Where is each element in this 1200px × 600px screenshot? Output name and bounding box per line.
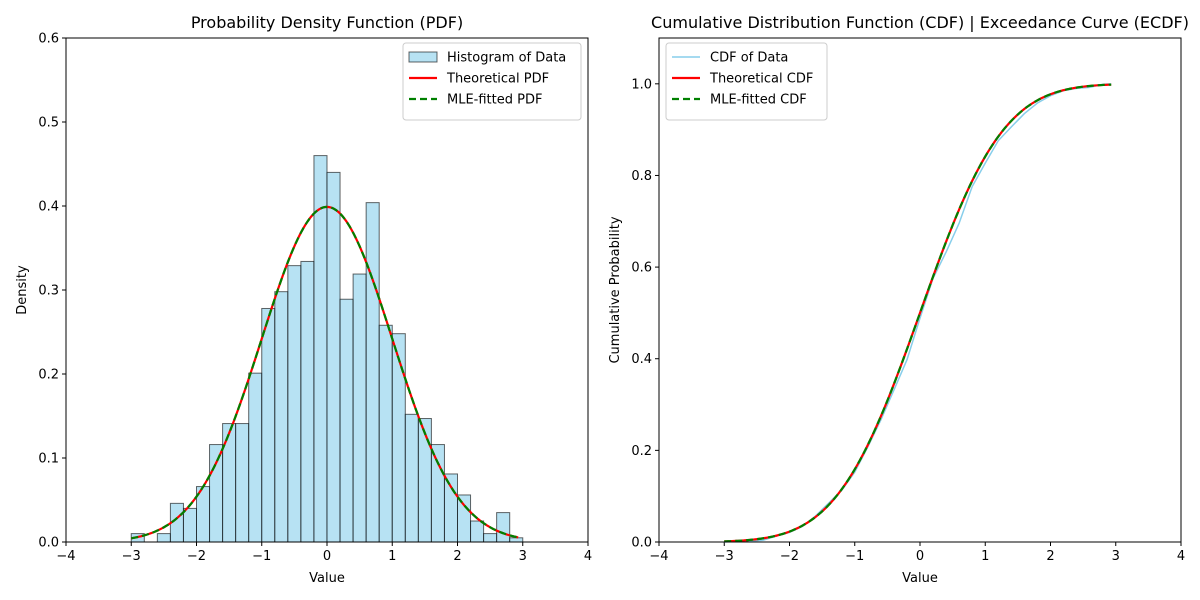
cdf-legend-label: Theoretical CDF bbox=[709, 72, 813, 87]
cdf-ylabel: Cumulative Probability bbox=[608, 216, 623, 363]
cdf-xtick-label: −2 bbox=[780, 549, 799, 564]
histogram-bar bbox=[339, 298, 354, 543]
pdf-xtick-label: −2 bbox=[187, 549, 206, 564]
histogram-bar bbox=[378, 324, 393, 543]
cdf-xtick-label: 3 bbox=[1112, 549, 1120, 564]
cdf-xtick-label: 4 bbox=[1177, 549, 1185, 564]
cdf-legend-label: MLE-fitted CDF bbox=[710, 93, 807, 108]
cdf-ytick-label: 0.0 bbox=[631, 536, 652, 551]
pdf-panel: Probability Density Function (PDF) −4 −3−… bbox=[15, 13, 592, 586]
pdf-ylabel: Density bbox=[15, 265, 30, 315]
cdf-legend-label: CDF of Data bbox=[710, 51, 788, 66]
pdf-legend-swatch bbox=[408, 51, 438, 63]
mle-pdf-line bbox=[131, 205, 519, 540]
pdf-xtick-label: 1 bbox=[388, 549, 396, 564]
histogram-bar bbox=[313, 155, 328, 543]
pdf-ytick-label: 0.4 bbox=[38, 200, 59, 215]
histogram-bar bbox=[274, 291, 289, 543]
pdf-xtick-label: 3 bbox=[519, 549, 527, 564]
histogram-bar bbox=[470, 520, 485, 543]
histogram-bar bbox=[326, 171, 341, 543]
histogram-bar bbox=[365, 202, 380, 543]
cdf-xtick-label: 1 bbox=[981, 549, 989, 564]
histogram-bar bbox=[430, 444, 445, 543]
pdf-xtick-label: −3 bbox=[122, 549, 141, 564]
pdf-legend-frame bbox=[402, 42, 582, 121]
histogram-bar bbox=[457, 494, 472, 543]
histogram-bar bbox=[352, 273, 367, 543]
cdf-ytick-label: 0.4 bbox=[631, 352, 652, 367]
histogram-bar bbox=[443, 473, 459, 543]
pdf-ytick-label: 0.2 bbox=[38, 368, 59, 383]
pdf-title: Probability Density Function (PDF) bbox=[191, 13, 463, 32]
pdf-ytick-label: 0.1 bbox=[38, 452, 59, 467]
pdf-ytick-label: 0.0 bbox=[38, 536, 59, 551]
pdf-axes-frame bbox=[65, 37, 589, 543]
cdf-xtick-label: −4 bbox=[649, 549, 668, 564]
histogram-bar bbox=[509, 537, 524, 543]
histogram-bar bbox=[496, 512, 511, 543]
pdf-xtick-label: 2 bbox=[453, 549, 461, 564]
histogram-bar bbox=[404, 413, 419, 543]
theoretical-cdf-line bbox=[724, 83, 1112, 543]
pdf-legend-label: MLE-fitted PDF bbox=[447, 93, 542, 108]
histogram-bar bbox=[222, 423, 237, 543]
histogram-bar bbox=[182, 507, 197, 543]
pdf-xlabel: Value bbox=[309, 571, 345, 586]
cdf-xtick-label: −3 bbox=[715, 549, 734, 564]
cdf-xlabel: Value bbox=[902, 571, 938, 586]
pdf-legend-label: Theoretical PDF bbox=[446, 72, 549, 87]
cdf-legend-frame bbox=[665, 42, 828, 121]
histogram-bar bbox=[391, 333, 406, 543]
pdf-xtick-label: −1 bbox=[252, 549, 271, 564]
pdf-ytick-label: 0.6 bbox=[38, 32, 59, 47]
cdf-ytick-label: 1.0 bbox=[631, 77, 652, 92]
histogram-bar bbox=[417, 418, 432, 543]
cdf-plot-area: −4 −3 −2 −1 0 1 2 3 4 0.0 0.2 0.4 0.6 0.8 1.0 CDF of Da… bbox=[631, 37, 1185, 564]
cdf-xtick-label: 0 bbox=[916, 549, 924, 564]
cdf-xtick-label: −1 bbox=[845, 549, 864, 564]
pdf-xtick-label: 0 bbox=[323, 549, 331, 564]
histogram-bar bbox=[235, 423, 250, 543]
histogram-bar bbox=[483, 533, 498, 543]
cdf-panel: Cumulative Distribution Function (CDF) |… bbox=[608, 13, 1189, 586]
histogram-bar bbox=[287, 265, 302, 543]
pdf-ytick-label: 0.5 bbox=[38, 116, 59, 131]
pdf-legend-label: Histogram of Data bbox=[447, 51, 566, 66]
cdf-xtick-label: 2 bbox=[1046, 549, 1054, 564]
empirical-cdf-line bbox=[724, 83, 1112, 543]
cdf-ytick-label: 0.6 bbox=[631, 261, 652, 276]
pdf-xtick-label: 4 bbox=[584, 549, 592, 564]
pdf-ytick-label: 0.3 bbox=[38, 284, 59, 299]
histogram-bar bbox=[300, 260, 315, 543]
pdf-xtick-label: −4 bbox=[56, 549, 75, 564]
histogram-bar bbox=[261, 307, 276, 543]
cdf-axes-frame bbox=[658, 37, 1182, 543]
cdf-title: Cumulative Distribution Function (CDF) |… bbox=[651, 13, 1189, 32]
cdf-ytick-label: 0.8 bbox=[631, 169, 652, 184]
histogram-bar bbox=[209, 444, 224, 543]
histogram-bar bbox=[156, 533, 171, 543]
histogram-bar bbox=[248, 372, 263, 543]
pdf-plot-area: −4 −3 −2 −1 0 1 2 3 4 0.0 0.1 0.2 0.3 0.4 0.5 0.6 Histog… bbox=[38, 32, 592, 565]
mle-cdf-line bbox=[724, 83, 1112, 543]
cdf-ytick-label: 0.2 bbox=[631, 444, 652, 459]
